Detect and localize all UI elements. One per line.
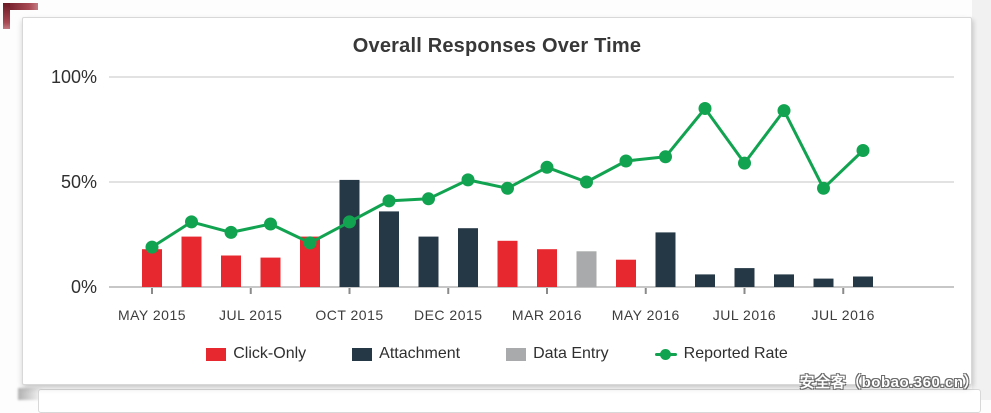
trend-line-point — [580, 175, 593, 189]
bar-attachment — [655, 232, 676, 287]
trend-line-point — [185, 215, 198, 229]
legend-label-reported-rate: Reported Rate — [683, 345, 788, 362]
bar-attachment — [339, 179, 360, 287]
bar-click-only — [537, 249, 557, 287]
legend-item-click-only: Click-Only — [206, 345, 306, 363]
bar-attachment — [458, 228, 478, 287]
x-axis-label: MAY 2016 — [612, 307, 680, 323]
x-axis-label: DEC 2015 — [414, 307, 483, 323]
legend-label-data-entry: Data Entry — [533, 345, 609, 362]
x-axis-label: JUL 2016 — [812, 307, 875, 323]
x-axis-label: MAR 2016 — [512, 307, 582, 323]
trend-line-point — [461, 173, 475, 187]
bar-click-only — [260, 257, 281, 287]
page-background-gutter — [972, 0, 991, 400]
trend-line-point — [264, 217, 277, 231]
bar-click-only — [497, 240, 518, 287]
bar-attachment — [853, 276, 873, 287]
bar-click-only — [221, 255, 241, 287]
trend-line-point — [777, 104, 791, 118]
trend-line-point — [817, 181, 830, 195]
legend-item-data-entry: Data Entry — [506, 345, 609, 363]
chart-legend: Click-Only Attachment Data Entry Reporte… — [23, 345, 971, 363]
trend-line-point — [738, 156, 751, 170]
bar-click-only — [616, 259, 636, 287]
legend-label-attachment: Attachment — [379, 345, 461, 362]
trend-line-point — [619, 154, 633, 168]
legend-swatch-data-entry — [506, 347, 527, 361]
stacked-page-edge — [38, 389, 981, 413]
legend-swatch-click-only — [206, 347, 227, 361]
trend-line-point — [224, 225, 238, 239]
legend-marker-reported-rate-icon — [654, 348, 677, 361]
legend-swatch-attachment — [352, 347, 373, 361]
y-axis-label-50: 50% — [60, 172, 97, 192]
legend-label-click-only: Click-Only — [233, 345, 307, 362]
legend-item-attachment: Attachment — [352, 345, 460, 363]
report-card: Overall Responses Over Time 100% 50% 0% … — [22, 17, 972, 385]
trend-line-point — [343, 215, 356, 229]
bar-data-entry — [576, 251, 597, 287]
trend-line-point — [501, 181, 514, 195]
bar-click-only — [181, 236, 202, 287]
legend-item-reported-rate: Reported Rate — [654, 345, 788, 363]
watermark: 安全客（bobao.360.cn） — [799, 374, 979, 391]
x-axis-label: MAY 2015 — [118, 307, 186, 323]
trend-line-point — [382, 194, 396, 208]
bar-attachment — [734, 268, 755, 287]
trend-line-point — [303, 236, 317, 250]
corner-bracket-icon — [3, 3, 38, 10]
trend-line-point — [659, 150, 672, 164]
bar-attachment — [813, 278, 834, 287]
trend-line-point — [422, 192, 435, 206]
y-axis-label-0: 0% — [70, 277, 97, 297]
x-axis-label: JUL 2016 — [713, 307, 776, 323]
x-axis-label: JUL 2015 — [219, 307, 282, 323]
corner-bracket-icon — [3, 3, 10, 29]
bar-attachment — [774, 274, 794, 287]
bar-click-only — [300, 236, 320, 287]
y-axis-label-100: 100% — [50, 67, 97, 87]
trend-line-point — [856, 144, 870, 157]
bar-attachment — [695, 274, 715, 287]
trend-line-point — [540, 160, 554, 174]
chart-plot: MAY 2015 JUL 2015 OCT 2015 DEC 2015 MAR 2016… — [109, 76, 954, 323]
trend-line-point — [698, 102, 712, 115]
bar-attachment — [418, 236, 439, 287]
trend-line-point — [145, 240, 159, 254]
bar-click-only — [142, 249, 162, 287]
x-axis-label: OCT 2015 — [315, 307, 383, 323]
bar-attachment — [379, 211, 399, 287]
chart-title: Overall Responses Over Time — [352, 35, 642, 57]
trend-line — [151, 107, 865, 249]
stacked-card-shadow — [18, 388, 44, 400]
